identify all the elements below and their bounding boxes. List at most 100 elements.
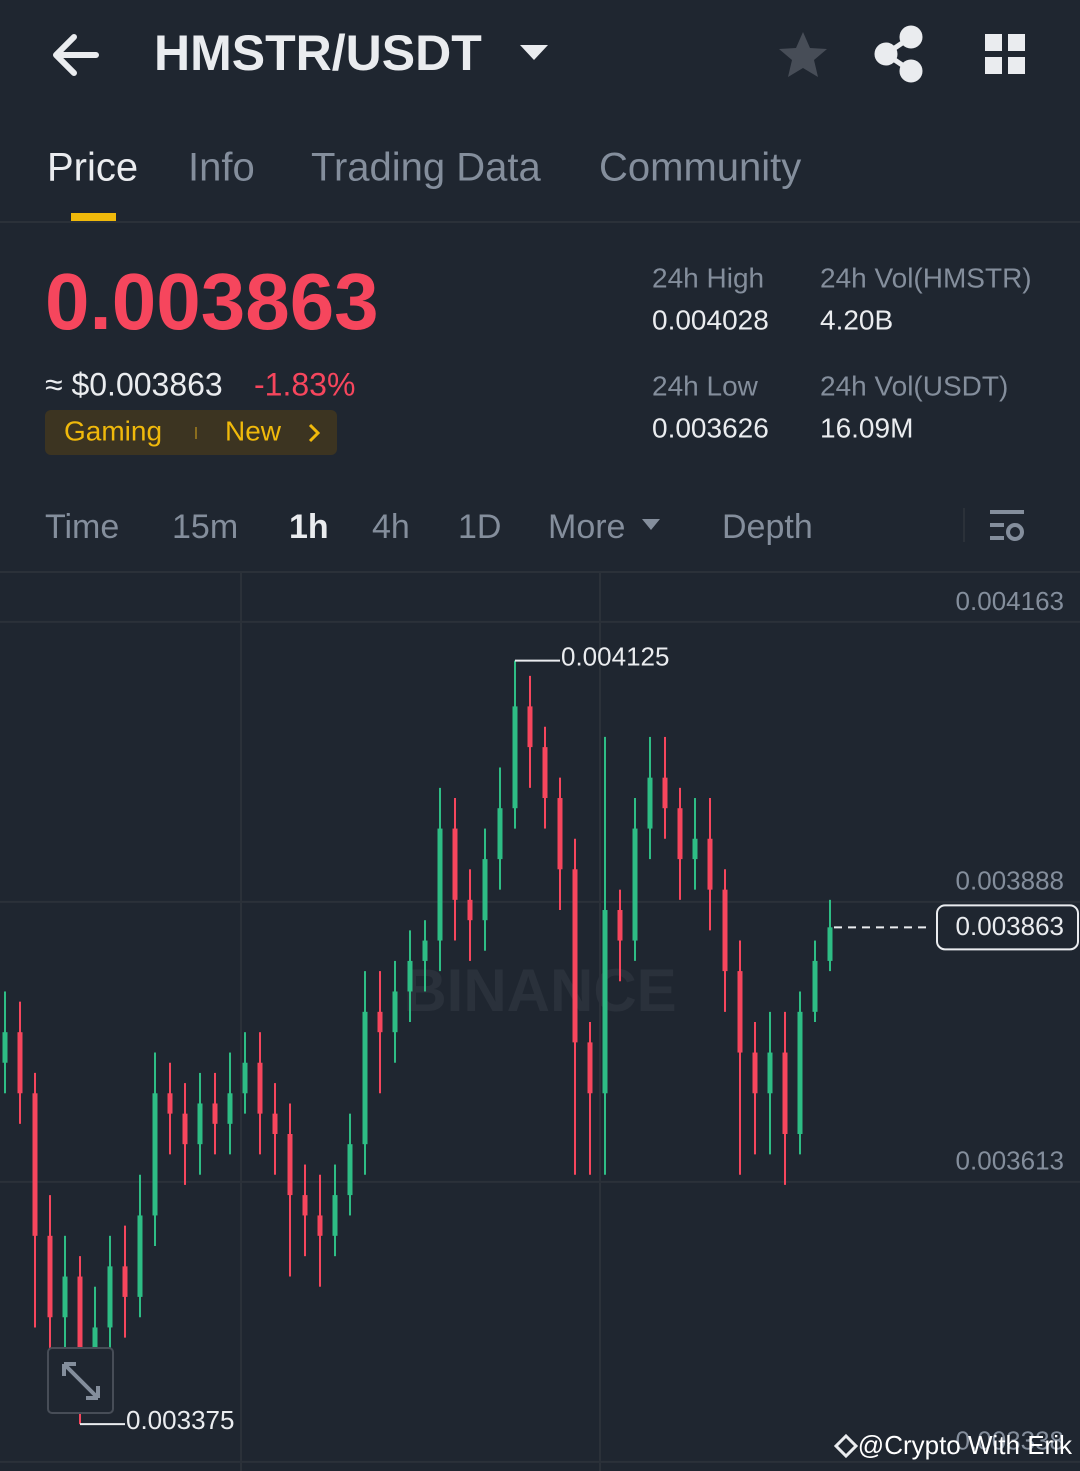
candle-body — [797, 1011, 803, 1135]
candle-body — [332, 1195, 338, 1236]
pair-title[interactable]: HMSTR/USDT — [154, 25, 482, 81]
back-button[interactable] — [53, 34, 99, 76]
interval-time[interactable]: Time — [45, 508, 119, 546]
tab-community[interactable]: Community — [599, 146, 801, 190]
candle-body — [752, 1052, 758, 1094]
candle-body — [347, 1144, 353, 1196]
candle-body — [17, 1032, 23, 1094]
tab-indicator — [71, 213, 116, 221]
candle-body — [377, 1011, 383, 1033]
candle-body — [422, 940, 428, 961]
tab-price[interactable]: Price — [47, 146, 138, 190]
candle-body — [617, 910, 623, 941]
candle-body — [242, 1062, 248, 1094]
candle-body — [467, 899, 473, 921]
last-price-label: 0.003863 — [956, 911, 1064, 941]
candle-body — [362, 1011, 368, 1145]
candle-body — [632, 828, 638, 941]
tab-trading-data[interactable]: Trading Data — [311, 146, 542, 190]
candle-body — [182, 1113, 188, 1145]
y-tick-label: 0.003338 — [956, 1426, 1064, 1456]
usd-price: ≈ $0.003863 — [45, 366, 223, 402]
tag-gaming[interactable]: Gaming — [64, 415, 162, 446]
candle-body — [812, 960, 818, 1012]
candle-body — [32, 1093, 38, 1236]
stat-value: 0.003626 — [652, 412, 769, 443]
candle-body — [497, 808, 503, 860]
candle-body — [662, 777, 668, 809]
stat-value: 0.004028 — [652, 304, 769, 335]
candle-body — [587, 1042, 593, 1094]
candle-body — [407, 960, 413, 992]
pair-dropdown[interactable] — [520, 45, 548, 60]
candle-body — [722, 889, 728, 972]
interval-1h[interactable]: 1h — [289, 508, 329, 546]
last-price-box — [936, 904, 1079, 951]
candle-body — [482, 859, 488, 921]
candle-body — [272, 1113, 278, 1135]
layout-icon[interactable] — [985, 34, 1025, 74]
candle-body — [677, 808, 683, 860]
candle-body — [212, 1103, 218, 1124]
y-tick-label: 0.004163 — [956, 586, 1064, 616]
price-change: -1.83% — [254, 366, 355, 402]
candle-body — [167, 1093, 173, 1114]
interval-more[interactable]: More — [548, 508, 625, 546]
chart-watermark: BINANCE — [403, 957, 676, 1024]
candle-body — [77, 1276, 83, 1369]
tab-info[interactable]: Info — [188, 146, 255, 190]
candle-body — [647, 777, 653, 829]
candle-body — [197, 1103, 203, 1145]
candle-body — [452, 828, 458, 900]
author-watermark: @Crypto With Erik — [858, 1430, 1073, 1460]
high-label: 0.004125 — [561, 641, 669, 671]
stat-label: 24h Vol(HMSTR) — [820, 262, 1032, 293]
candle-body — [137, 1215, 143, 1297]
chart-settings-icon[interactable] — [990, 510, 1024, 541]
low-label: 0.003375 — [126, 1405, 234, 1435]
interval-15m[interactable]: 15m — [172, 508, 238, 546]
candle-body — [557, 798, 563, 870]
interval-4h[interactable]: 4h — [372, 508, 410, 546]
candle-body — [257, 1062, 263, 1114]
candle-body — [47, 1235, 53, 1318]
candle-body — [707, 838, 713, 890]
share-icon[interactable] — [874, 25, 923, 83]
tag-box[interactable] — [45, 410, 337, 455]
candle-body — [737, 971, 743, 1053]
candle-body — [692, 838, 698, 860]
stat-label: 24h High — [652, 262, 764, 293]
chart: BINANCE 0.004163 0.003888 0.003613 0.003338 0… — [0, 572, 1080, 1471]
candle-body — [527, 706, 533, 748]
candle-body — [62, 1276, 68, 1318]
candle-body — [767, 1052, 773, 1094]
stat-label: 24h Low — [652, 370, 759, 401]
stat-value: 4.20B — [820, 304, 893, 335]
interval-1d[interactable]: 1D — [458, 508, 501, 546]
candle-body — [317, 1215, 323, 1236]
candle-body — [602, 910, 608, 1094]
tag-new[interactable]: New — [225, 415, 282, 446]
watermark-logo — [833, 1433, 859, 1459]
candle-body — [152, 1093, 158, 1216]
candle-body — [302, 1195, 308, 1216]
candle-body — [122, 1266, 128, 1297]
candle-body — [2, 1032, 8, 1063]
interval-depth[interactable]: Depth — [722, 508, 813, 546]
tag-chevron — [308, 423, 321, 443]
candle-body — [542, 747, 548, 799]
candle-body — [512, 706, 518, 809]
candle-body — [107, 1266, 113, 1328]
expand-icon — [62, 1362, 100, 1400]
candle-body — [827, 927, 833, 961]
candle-body — [437, 828, 443, 941]
candle-body — [227, 1093, 233, 1124]
stat-value: 16.09M — [820, 412, 913, 443]
candle-body — [287, 1134, 293, 1196]
favorite-icon[interactable] — [779, 32, 827, 77]
more-caret — [642, 519, 660, 530]
y-tick-label: 0.003888 — [956, 866, 1064, 896]
candle-body — [572, 869, 578, 1043]
